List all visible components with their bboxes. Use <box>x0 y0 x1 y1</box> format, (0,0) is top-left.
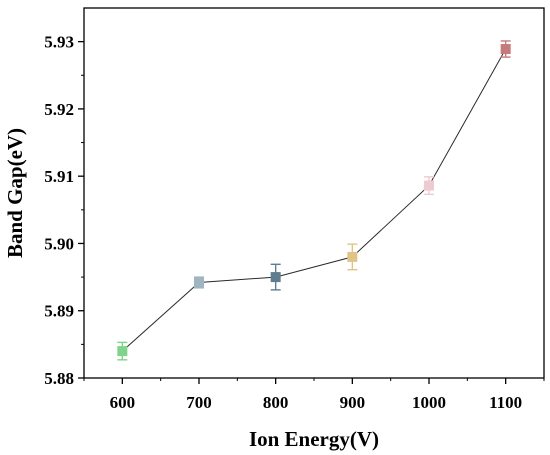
data-marker <box>194 277 204 288</box>
y-tick-label: 5.88 <box>44 369 74 388</box>
x-tick-label: 900 <box>340 393 366 412</box>
data-marker <box>117 346 128 357</box>
data-marker <box>270 272 281 283</box>
data-marker <box>500 44 511 55</box>
data-marker <box>347 251 358 262</box>
x-tick-label: 800 <box>263 393 289 412</box>
y-tick-label: 5.89 <box>44 302 74 321</box>
x-tick-label: 600 <box>110 393 136 412</box>
plot-frame <box>83 7 545 379</box>
y-tick-label: 5.93 <box>44 33 74 52</box>
y-axis-ticks: 5.88 5.89 5.90 5.91 5.92 5.93 <box>44 33 84 388</box>
x-tick-label: 1100 <box>489 393 522 412</box>
y-tick-label: 5.92 <box>44 100 74 119</box>
error-bars <box>117 40 511 361</box>
data-markers <box>117 44 511 357</box>
x-axis-ticks: 600 700 800 900 1000 1100 <box>83 378 545 412</box>
y-tick-label: 5.91 <box>44 167 74 186</box>
series-line <box>121 48 507 352</box>
x-tick-label: 1000 <box>412 393 446 412</box>
series-line-group <box>121 48 507 352</box>
x-axis-title: Ion Energy(V) <box>249 427 379 451</box>
x-tick-label: 700 <box>186 393 212 412</box>
y-tick-label: 5.90 <box>44 234 74 253</box>
y-axis-title: Band Gap(eV) <box>3 128 27 258</box>
data-marker <box>424 180 434 191</box>
